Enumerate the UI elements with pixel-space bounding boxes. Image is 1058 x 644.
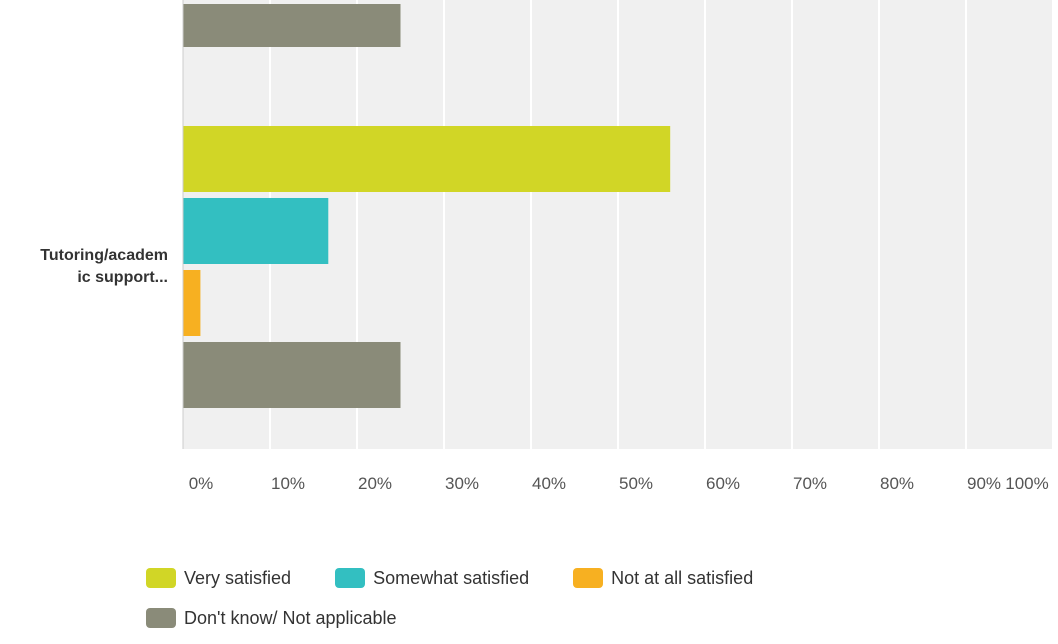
category-label: Tutoring/academ ic support... <box>40 247 168 286</box>
legend-label-not-at-all-satisfied: Not at all satisfied <box>611 567 754 588</box>
legend-item-dont-know: Don't know/ Not applicable <box>146 608 397 629</box>
x-tick-label: 0% <box>189 474 214 493</box>
x-tick-label: 20% <box>358 474 392 493</box>
bar-very-satisfied <box>183 126 671 192</box>
legend-swatch-very-satisfied <box>146 568 176 588</box>
x-tick-label: 40% <box>532 474 566 493</box>
legend-swatch-not-at-all-satisfied <box>573 568 604 588</box>
x-tick-label: 30% <box>445 474 479 493</box>
x-tick-label: 70% <box>793 474 827 493</box>
x-tick-label: 80% <box>880 474 914 493</box>
category-label-line: Tutoring/academ <box>40 247 168 264</box>
legend-item-very-satisfied: Very satisfied <box>146 568 291 589</box>
x-tick-label: 90% <box>967 474 1001 493</box>
legend-swatch-somewhat-satisfied <box>335 568 366 588</box>
x-tick-label: 50% <box>619 474 653 493</box>
legend-item-not-at-all-satisfied: Not at all satisfied <box>573 568 753 589</box>
bar-chart: 0% 10% 20% 30% 40% 50% 60% 70% 80% 90% 100% Tutori… <box>40 0 1054 493</box>
legend-swatch-dont-know <box>146 608 176 628</box>
legend-item-somewhat-satisfied: Somewhat satisfied <box>335 568 529 589</box>
legend-label-very-satisfied: Very satisfied <box>184 567 292 588</box>
legend-row-2: Don't know/ Not applicable <box>146 604 946 632</box>
bar-dont-know <box>183 342 401 408</box>
legend: Very satisfied Somewhat satisfied Not at… <box>146 564 946 644</box>
x-tick-label: 60% <box>706 474 740 493</box>
legend-label-somewhat-satisfied: Somewhat satisfied <box>373 567 530 588</box>
x-tick-label: 100% <box>1005 474 1048 493</box>
x-tick-label: 10% <box>271 474 305 493</box>
bar-somewhat-satisfied <box>183 198 329 264</box>
legend-label-dont-know: Don't know/ Not applicable <box>184 607 397 628</box>
legend-row-1: Very satisfied Somewhat satisfied Not at… <box>146 564 946 592</box>
bar-previous-dont-know <box>183 4 401 47</box>
bars <box>183 4 671 408</box>
bar-not-at-all-satisfied <box>183 270 201 336</box>
category-label-line: ic support... <box>77 269 168 286</box>
x-tick-labels: 0% 10% 20% 30% 40% 50% 60% 70% 80% 90% 100% <box>189 474 1049 493</box>
gridlines <box>269 0 1054 449</box>
